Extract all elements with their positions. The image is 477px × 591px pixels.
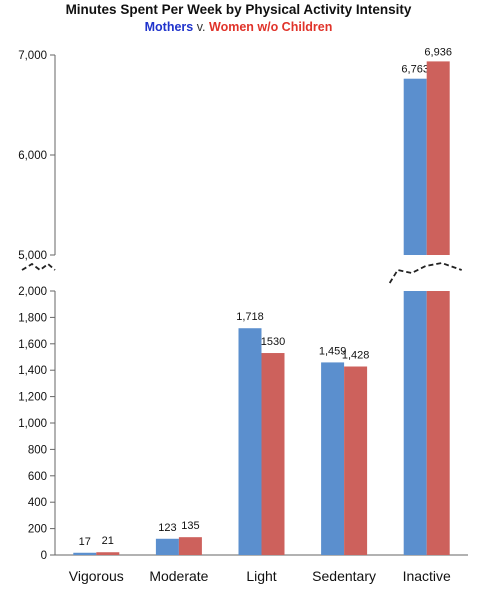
y-tick-label: 6,000 <box>18 150 47 162</box>
y-tick-label: 1,800 <box>18 312 47 324</box>
data-label-women-w-o-children-vigorous: 21 <box>102 535 114 547</box>
chart-title: Minutes Spent Per Week by Physical Activ… <box>65 2 412 17</box>
data-label-women-w-o-children-moderate: 135 <box>181 520 199 532</box>
bar-women-w-o-children-inactive-upper <box>426 61 450 256</box>
y-tick-label: 1,400 <box>18 365 47 377</box>
x-category-label-sedentary: Sedentary <box>312 568 376 584</box>
bar-mothers-inactive-lower <box>403 291 427 555</box>
y-tick-label: 400 <box>28 497 47 509</box>
bar-mothers-vigorous <box>73 552 97 555</box>
bar-women-w-o-children-moderate <box>178 537 202 555</box>
y-tick-label: 1,600 <box>18 339 47 351</box>
data-label-mothers-vigorous: 17 <box>79 536 91 548</box>
y-tick-label: 0 <box>41 550 47 562</box>
bar-women-w-o-children-inactive-lower <box>426 291 450 555</box>
x-category-label-inactive: Inactive <box>403 568 451 584</box>
y-tick-label: 800 <box>28 444 47 456</box>
data-label-women-w-o-children-inactive: 6,936 <box>424 46 452 58</box>
data-label-women-w-o-children-light: 1530 <box>261 336 285 348</box>
bar-women-w-o-children-light <box>261 353 285 555</box>
data-label-mothers-moderate: 123 <box>158 522 176 534</box>
x-category-label-light: Light <box>246 568 276 584</box>
y-tick-label: 5,000 <box>18 250 47 262</box>
bar-mothers-sedentary <box>321 362 345 555</box>
data-label-mothers-sedentary: 1,459 <box>319 345 347 357</box>
subtitle-series-mothers: Mothers <box>144 20 194 34</box>
bar-mothers-inactive-upper <box>403 78 427 255</box>
y-tick-label: 7,000 <box>18 50 47 62</box>
subtitle-separator: v. <box>196 20 206 34</box>
y-tick-label: 1,000 <box>18 418 47 430</box>
y-tick-label: 600 <box>28 471 47 483</box>
data-label-mothers-light: 1,718 <box>236 311 264 323</box>
x-category-label-moderate: Moderate <box>149 568 208 584</box>
y-axis-break-mark <box>21 262 56 272</box>
y-tick-label: 200 <box>28 524 47 536</box>
y-tick-label: 1,200 <box>18 392 47 404</box>
bar-women-w-o-children-sedentary <box>344 366 368 555</box>
y-tick-label: 2,000 <box>18 286 47 298</box>
bar-break-mark <box>388 262 462 284</box>
data-label-mothers-inactive: 6,763 <box>401 64 429 76</box>
x-category-label-vigorous: Vigorous <box>69 568 124 584</box>
bar-mothers-light <box>238 328 262 555</box>
data-label-women-w-o-children-sedentary: 1,428 <box>342 350 370 362</box>
bar-mothers-moderate <box>155 538 179 555</box>
subtitle-series-women-without-children: Women w/o Children <box>209 20 333 34</box>
chart-subtitle: Mothers v. Women w/o Children <box>0 20 477 34</box>
bar-women-w-o-children-vigorous <box>96 552 120 555</box>
